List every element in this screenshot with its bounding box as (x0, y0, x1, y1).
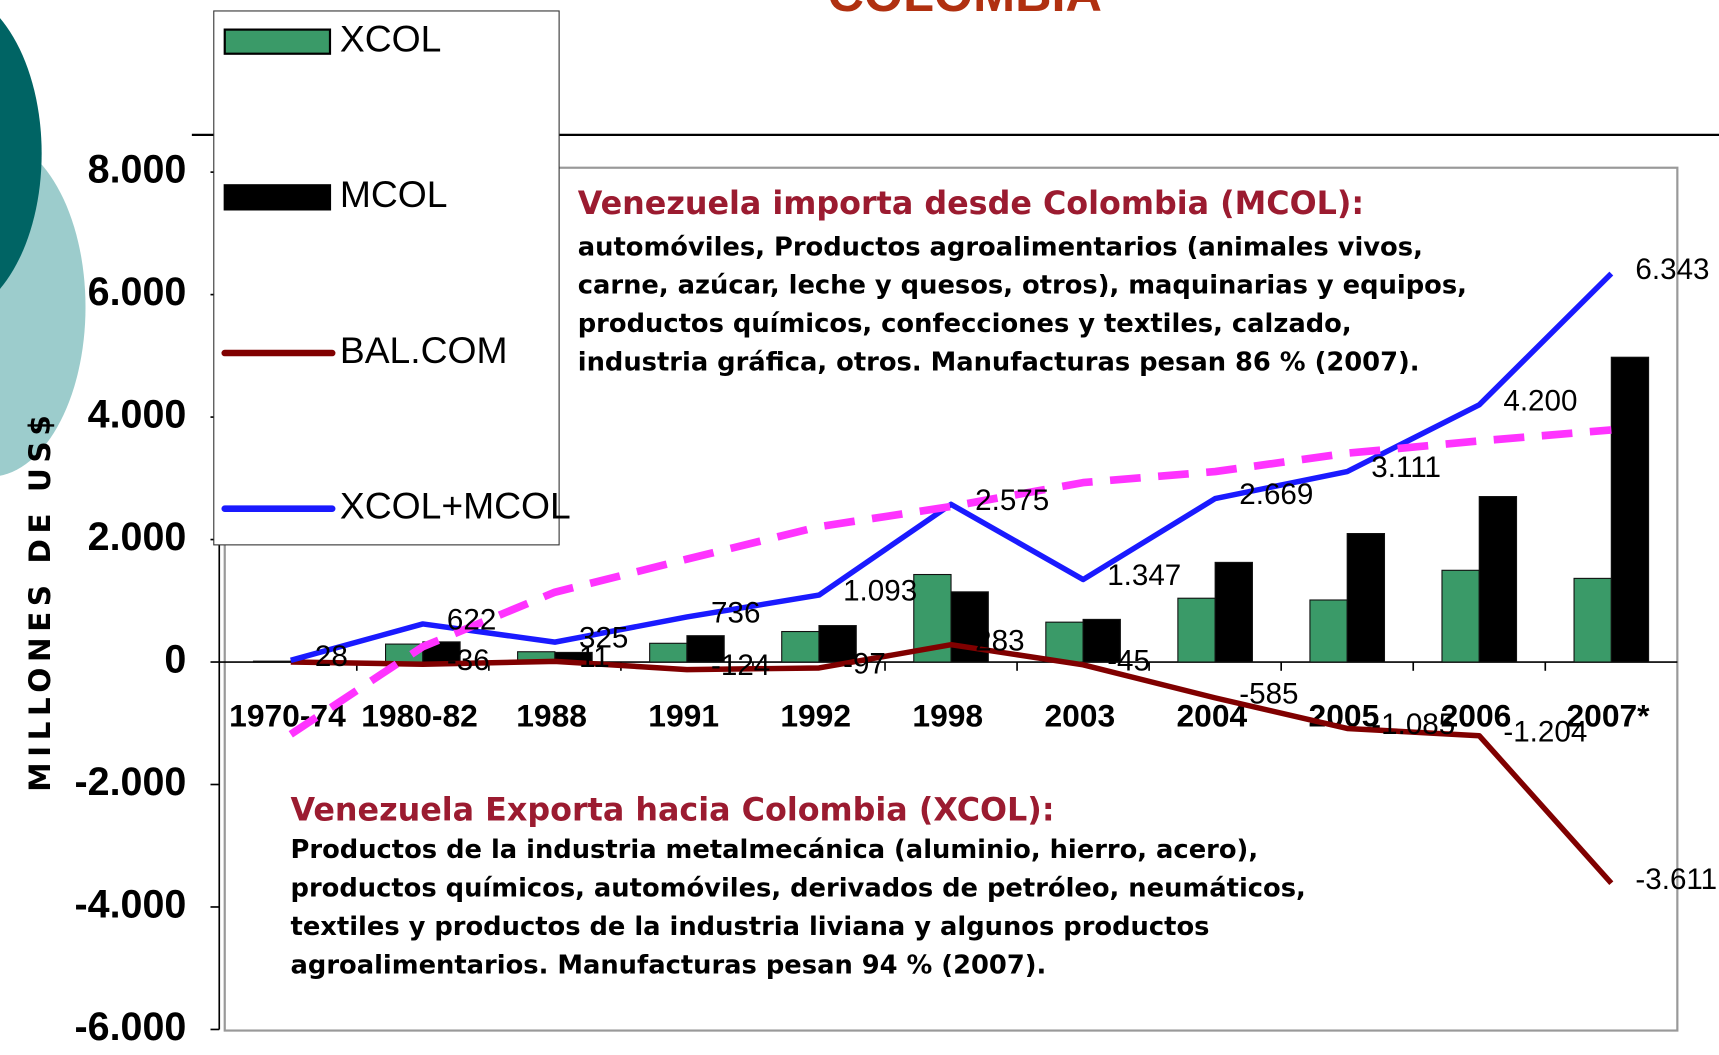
data-label: 28 (315, 640, 348, 673)
legend-swatch (223, 184, 332, 211)
bar (252, 660, 292, 663)
data-label: 283 (975, 624, 1024, 657)
y-tick-label: 0 (164, 637, 186, 681)
bar (649, 642, 688, 663)
decor-circle (0, 18, 42, 289)
data-label: 736 (711, 597, 760, 630)
annotation-text: Productos de la industria metalmecánica … (291, 835, 1259, 865)
data-label: -124 (711, 649, 770, 682)
legend-box (213, 10, 560, 546)
x-tick-label: 1988 (516, 697, 587, 733)
data-label: 4.200 (1503, 384, 1577, 417)
data-label: -1.085 (1371, 708, 1455, 741)
annotation-title: Venezuela importa desde Colombia (MCOL): (578, 185, 1364, 222)
bar (818, 625, 857, 663)
bar (1309, 599, 1348, 663)
line (290, 641, 1614, 885)
bar (1082, 618, 1121, 663)
annotations: Venezuela importa desde Colombia (MCOL):… (291, 185, 1467, 980)
bar (1441, 569, 1480, 663)
annotation-text: productos químicos, confecciones y texti… (578, 309, 1352, 339)
y-tick-label: -2.000 (74, 760, 186, 804)
y-tick-label: -4.000 (74, 882, 186, 926)
data-label: 325 (579, 622, 628, 655)
x-tick-label: 2003 (1044, 697, 1115, 733)
annotation-title: Venezuela Exporta hacia Colombia (XCOL): (291, 791, 1055, 828)
legend: XCOL MCOL BAL.COM XCOL+MCOL (213, 10, 571, 546)
x-tick-label: 1992 (780, 697, 851, 733)
annotation-text: agroalimentarios. Manufacturas pesan 94 … (291, 950, 1047, 980)
y-tick-label: 6.000 (88, 270, 187, 314)
legend-label: XCOL+MCOL (340, 485, 571, 527)
chart-title: COLOMBIA (827, 0, 1101, 22)
annotation-text: industria gráfica, otros. Manufacturas p… (578, 347, 1420, 377)
data-label: 2.575 (975, 484, 1049, 517)
x-tick-label: 1970-74 (229, 697, 346, 733)
legend-label: BAL.COM (340, 329, 508, 371)
x-tick-label: 2007* (1566, 697, 1650, 733)
x-tick-label: 2006 (1441, 697, 1512, 733)
y-tick-label: 8.000 (88, 148, 187, 192)
data-label: -1.204 (1503, 715, 1587, 748)
x-tick-label: 1980-82 (361, 697, 478, 733)
legend-swatch (223, 28, 332, 55)
data-label: -97 (843, 648, 886, 681)
trend-line (288, 426, 1612, 738)
y-tick-label: 4.000 (88, 392, 187, 436)
plot: 8.000 6.000 4.000 2.000 0 -2.000 -4.000 -6.000 1… (74, 148, 1717, 1049)
bar (1478, 496, 1518, 663)
bar (781, 630, 820, 663)
y-axis-label: MILLONES DE US$ (23, 410, 57, 792)
annotation-text: textiles y productos de la industria liv… (291, 912, 1210, 942)
annotation-text: carne, azúcar, leche y quesos, otros), m… (578, 271, 1467, 301)
bar (1214, 561, 1253, 663)
y-tick-label: -6.000 (74, 1005, 186, 1049)
data-label: 3.111 (1371, 451, 1441, 484)
annotation-text: productos químicos, automóviles, derivad… (291, 874, 1306, 904)
data-label: -585 (1239, 677, 1298, 710)
legend-label: XCOL (340, 18, 441, 60)
x-tick-label: 1998 (912, 697, 983, 733)
data-label: -45 (1107, 644, 1150, 677)
bar (1045, 621, 1084, 663)
data-label: 6.343 (1635, 253, 1709, 286)
y-tick-label: 2.000 (88, 515, 187, 559)
bar (1346, 533, 1386, 663)
plot-area (223, 166, 1679, 1032)
bar (1177, 597, 1216, 663)
data-label: 1.093 (843, 575, 917, 608)
data-label: -3.611 (1635, 863, 1717, 896)
data-label: -36 (447, 644, 490, 677)
line (290, 271, 1614, 663)
bar (686, 635, 725, 663)
bar (1610, 356, 1650, 663)
legend-label: MCOL (340, 173, 448, 215)
x-tick-label: 1991 (648, 697, 719, 733)
annotation-text: automóviles, Productos agroalimentarios … (578, 232, 1423, 262)
data-label: 622 (447, 604, 496, 637)
bar (1573, 577, 1612, 663)
data-label: 11 (579, 641, 610, 674)
data-label: 2.669 (1239, 478, 1313, 511)
data-label: 1.347 (1107, 559, 1181, 592)
